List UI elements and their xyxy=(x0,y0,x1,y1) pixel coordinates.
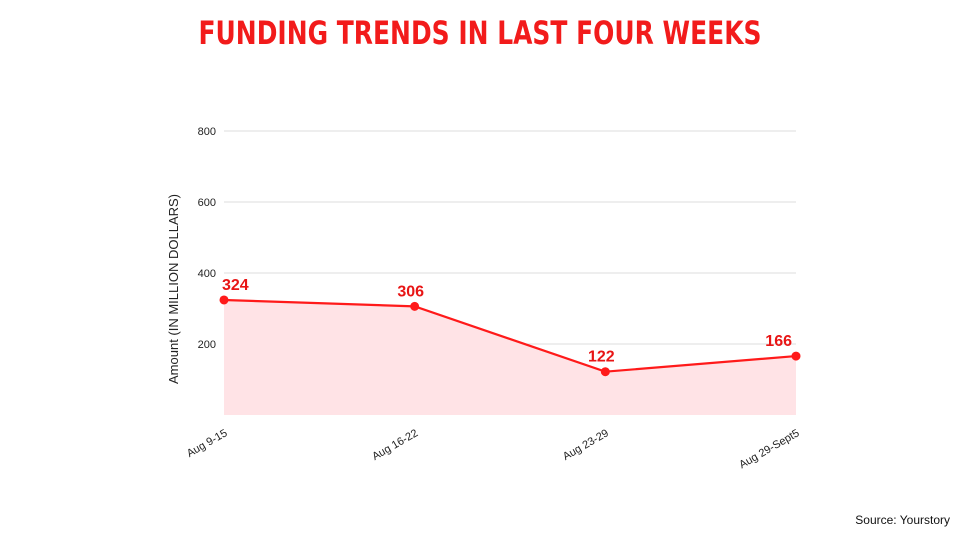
y-axis-tick-labels: 200 400 600 800 xyxy=(198,126,216,351)
data-label: 306 xyxy=(397,283,424,300)
area-fill xyxy=(224,299,796,415)
chart-title: FUNDING TRENDS IN LAST FOUR WEEKS xyxy=(198,14,762,52)
data-labels: 324 306 122 166 xyxy=(222,277,792,366)
series-line xyxy=(223,298,797,373)
data-label: 166 xyxy=(765,333,792,350)
data-point xyxy=(791,351,801,361)
data-points xyxy=(219,295,801,377)
x-tick-label: Aug 29-Sept5 xyxy=(737,427,801,471)
data-label: 122 xyxy=(588,349,615,366)
data-point xyxy=(410,301,420,311)
y-tick-label: 800 xyxy=(198,126,216,138)
y-tick-label: 600 xyxy=(198,197,216,209)
source-note: Source: Yourstory xyxy=(855,513,950,527)
y-tick-label: 400 xyxy=(198,268,216,280)
data-label: 324 xyxy=(222,277,249,294)
y-axis-label: Amount (IN MILLION DOLLARS) xyxy=(166,194,181,384)
x-tick-label: Aug 9-15 xyxy=(185,427,230,460)
x-axis-tick-labels: Aug 9-15 Aug 16-22 Aug 23-29 Aug 29-Sept5 xyxy=(185,427,802,471)
data-point xyxy=(600,367,610,377)
area-fill-shape xyxy=(224,299,796,415)
x-tick-label: Aug 16-22 xyxy=(370,427,420,463)
y-tick-label: 200 xyxy=(198,339,216,351)
data-point xyxy=(219,295,229,305)
x-tick-label: Aug 23-29 xyxy=(561,427,611,463)
series-line-path xyxy=(223,298,797,373)
